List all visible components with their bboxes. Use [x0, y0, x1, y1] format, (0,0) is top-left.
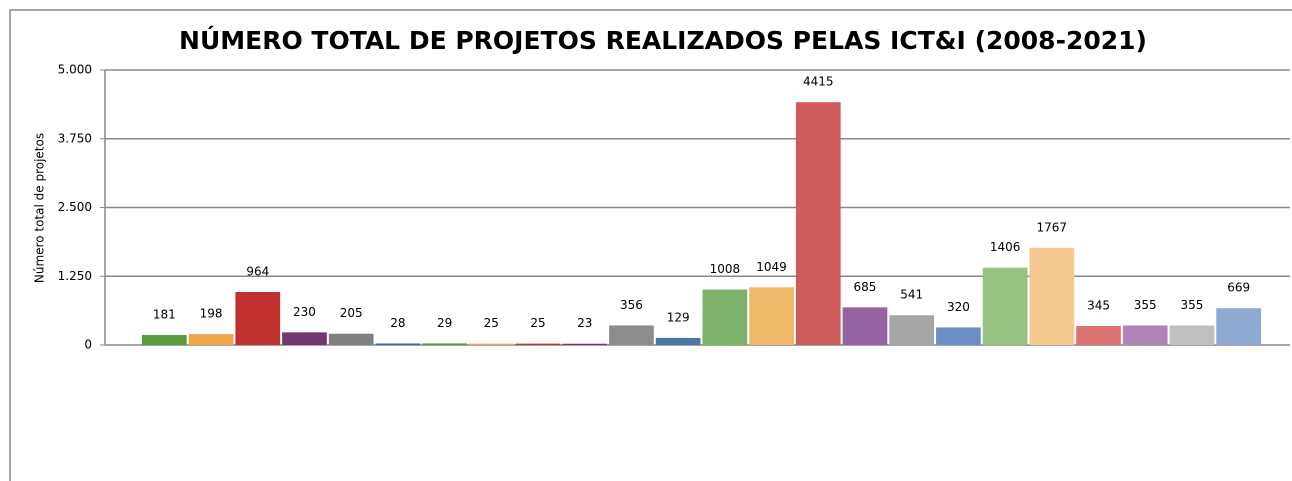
data-label: 964	[246, 264, 269, 278]
bar	[609, 325, 654, 345]
bar	[795, 102, 841, 345]
data-label: 25	[484, 316, 499, 330]
bar	[1216, 308, 1261, 345]
bar	[188, 334, 234, 345]
data-label: 4415	[803, 75, 834, 89]
data-label: 1008	[710, 262, 741, 276]
data-label: 181	[153, 308, 176, 322]
data-label: 1049	[756, 260, 787, 274]
bar	[982, 267, 1028, 345]
data-label: 1406	[990, 240, 1021, 254]
bar	[1076, 326, 1121, 345]
data-label: 29	[437, 316, 452, 330]
data-label: 355	[1134, 298, 1157, 312]
data-label: 23	[577, 316, 592, 330]
bar	[1122, 325, 1168, 345]
data-label: 320	[947, 300, 970, 314]
data-label: 345	[1087, 299, 1110, 313]
y-axis-label: Número total de projetos	[33, 133, 47, 283]
bar	[468, 343, 514, 345]
data-label: 685	[854, 280, 877, 294]
y-tick-label: 3.750	[58, 131, 92, 145]
data-label: 356	[620, 298, 643, 312]
bar	[842, 307, 888, 345]
bar	[749, 287, 794, 345]
data-label: 129	[667, 310, 690, 324]
data-label: 198	[200, 307, 223, 321]
data-label: 355	[1180, 298, 1203, 312]
bar	[515, 343, 561, 345]
bar	[1029, 247, 1075, 345]
bar	[142, 335, 187, 345]
bar	[235, 291, 281, 345]
data-label: 541	[900, 288, 923, 302]
bar	[562, 343, 608, 345]
y-tick-label: 5.000	[58, 63, 92, 77]
data-label: 230	[293, 305, 316, 319]
data-label: 205	[340, 306, 363, 320]
bar	[889, 315, 935, 345]
data-label: 1767	[1037, 220, 1068, 234]
data-label: 669	[1227, 281, 1250, 295]
bar	[375, 343, 421, 345]
bar	[702, 289, 748, 345]
bar	[282, 332, 327, 345]
data-label: 28	[390, 316, 405, 330]
bar	[328, 333, 374, 345]
bar	[422, 343, 467, 345]
y-tick-label: 0	[84, 338, 92, 352]
y-tick-label: 1.250	[58, 269, 92, 283]
bar	[655, 337, 701, 345]
y-tick-label: 2.500	[58, 200, 92, 214]
bar	[936, 327, 981, 345]
data-label: 25	[530, 316, 545, 330]
chart-frame	[9, 9, 1292, 481]
chart-title: NÚMERO TOTAL DE PROJETOS REALIZADOS PELA…	[179, 25, 1147, 55]
bar	[1169, 325, 1215, 345]
